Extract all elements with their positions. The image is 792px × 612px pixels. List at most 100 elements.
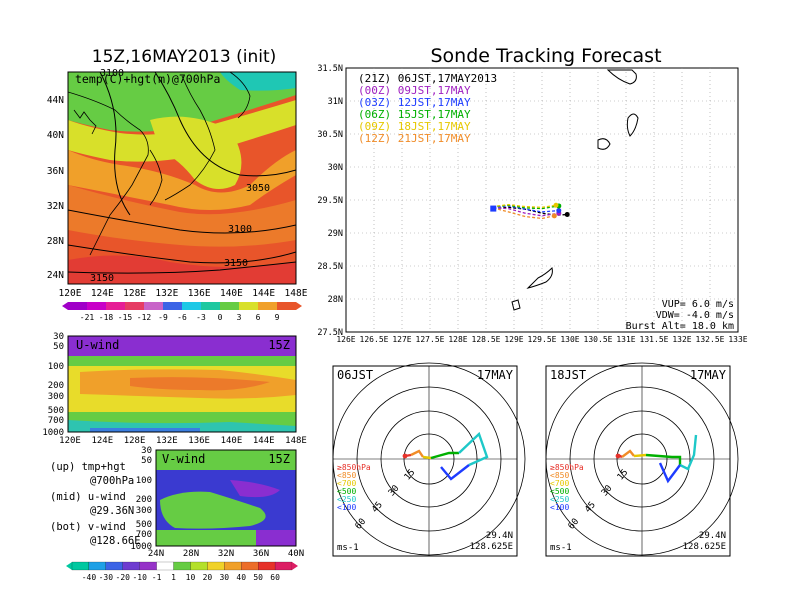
track-lat-label: 29N <box>328 229 343 239</box>
colorbar-tick: -15 <box>118 313 133 322</box>
vwind-level: 50 <box>141 456 152 466</box>
polar-hodograph-segment <box>430 451 459 460</box>
track-start-marker <box>490 205 497 212</box>
uwind-lon: 136E <box>188 436 210 446</box>
colorbar-tick: -3 <box>196 313 206 322</box>
legend-up2: @700hPa <box>90 475 134 487</box>
wind-colorbar-swatch <box>71 561 90 571</box>
track-end-point <box>564 212 570 218</box>
polar-level-label: <250 <box>337 495 356 504</box>
polar-hodograph-segment <box>440 464 470 481</box>
map-lon-label: 144E <box>252 288 275 299</box>
wind-colorbar-swatch <box>207 561 225 571</box>
polar-hodograph-segment <box>621 449 635 458</box>
wind-colorbar-tick: -30 <box>99 573 114 582</box>
uwind-level: 50 <box>53 342 64 352</box>
track-lon-label: 127.5E <box>416 335 445 344</box>
uwind-lon: 132E <box>156 436 178 446</box>
vwind-level: 200 <box>136 495 152 505</box>
legend-bot: (bot) v-wind <box>50 521 126 533</box>
uwind-lon: 140E <box>221 436 243 446</box>
track-lon-labels: 126E 126.5E 127E 127.5E 128E 128.5E 129E 129.5E… <box>336 335 747 344</box>
polar-unit: ms-1 <box>337 543 359 553</box>
map-lon-labels: 120E 124E 128E 132E 136E 140E 144E 148E <box>59 288 308 299</box>
wind-colorbar-swatch <box>105 561 123 571</box>
colorbar-swatch <box>144 302 163 310</box>
temp-map-field <box>68 72 296 284</box>
map-lon-label: 132E <box>155 288 178 299</box>
track-lon-label: 128E <box>448 335 467 344</box>
track-lon-label: 126.5E <box>360 335 389 344</box>
track-lat-labels: 31.5N 31N 30.5N 30N 29.5N 29N 28.5N 28N 27.5N <box>317 64 343 338</box>
track-lon-label: 129.5E <box>528 335 557 344</box>
wind-colorbar-tick: 1 <box>171 573 176 582</box>
polar-time: 18JST <box>550 368 586 382</box>
map-lat-label: 36N <box>47 166 64 177</box>
track-legend-entry: (03Z) 12JST,17MAY <box>358 96 471 109</box>
map-label: temp(C)+hgt(m)@700hPa <box>75 72 220 86</box>
vwind-lat: 28N <box>183 549 199 559</box>
polar-start-point <box>402 453 408 459</box>
wind-colorbar-tick: -20 <box>116 573 131 582</box>
vwind-level: 500 <box>136 520 152 530</box>
track-lat-label: 28.5N <box>317 262 343 272</box>
track-lon-label: 127E <box>392 335 411 344</box>
track-lon-label: 131.5E <box>640 335 669 344</box>
wind-colorbar-swatch <box>173 561 191 571</box>
contour-label: 3150 <box>224 258 248 269</box>
polar-hodograph-segment <box>422 455 432 460</box>
track-param: VDW= -4.0 m/s <box>656 310 734 321</box>
polar-frame <box>332 365 518 557</box>
uwind-level: 700 <box>48 416 64 426</box>
wind-colorbar-tick: -1 <box>152 573 162 582</box>
colorbar-tick: 3 <box>237 313 242 322</box>
track-series-line <box>493 207 559 217</box>
uwind-level: 1000 <box>42 428 64 438</box>
uwind-level: 100 <box>48 362 64 372</box>
polar-lon: 128.625E <box>683 542 726 552</box>
legend-mid: (mid) u-wind <box>50 491 126 503</box>
colorbar-swatch <box>68 302 87 310</box>
map-lon-label: 140E <box>220 288 243 299</box>
polar-panel-18jst: 18JST 17MAY15304560≥850hPa<850<700<500<25… <box>545 362 739 557</box>
track-param: Burst Alt= 18.0 km <box>626 321 734 332</box>
colorbar-swatch <box>163 302 182 310</box>
track-lat-label: 30N <box>328 163 343 173</box>
legend-mid2: @29.36N <box>90 505 134 517</box>
vwind-lat: 40N <box>288 549 304 559</box>
wind-colorbar-tick: 60 <box>270 573 280 582</box>
wind-colorbar-swatch <box>258 561 276 571</box>
track-lon-label: 132.5E <box>696 335 725 344</box>
polar-lon: 128.625E <box>470 542 513 552</box>
polar-level-label: <850 <box>550 471 569 480</box>
vwind-title: V-wind <box>162 452 205 466</box>
track-lines <box>490 202 570 220</box>
wind-colorbar-swatch <box>139 561 157 571</box>
track-lon-label: 126E <box>336 335 355 344</box>
polar-level-label: ≥850hPa <box>550 463 584 472</box>
uwind-lon: 148E <box>285 436 307 446</box>
track-lon-label: 132E <box>672 335 691 344</box>
track-lon-label: 128.5E <box>472 335 501 344</box>
track-grid <box>346 68 738 332</box>
map-lon-label: 136E <box>188 288 211 299</box>
map-lat-label: 32N <box>47 201 64 212</box>
polar-hodograph-segment <box>679 434 698 471</box>
uwind-lon: 120E <box>59 436 81 446</box>
track-series-line <box>493 207 555 220</box>
polar-level-label: <250 <box>550 495 569 504</box>
map-lon-label: 124E <box>91 288 114 299</box>
contour-lines <box>68 72 296 274</box>
polar-lat: 29.4N <box>699 531 726 541</box>
uwind-level: 30 <box>53 332 64 342</box>
polar-level-label: <700 <box>550 479 569 488</box>
track-legend: (21Z) 06JST,17MAY2013(00Z) 09JST,17MAY(0… <box>358 72 497 145</box>
map-lon-label: 120E <box>59 288 82 299</box>
colorbar-swatch <box>125 302 144 310</box>
colorbar-swatch <box>277 302 296 310</box>
wind-colorbar: -40 -30 -20 -10 -1 1 10 20 30 40 50 60 <box>66 561 298 582</box>
map-lon-label: 148E <box>285 288 308 299</box>
wind-colorbar-swatch <box>274 561 293 571</box>
